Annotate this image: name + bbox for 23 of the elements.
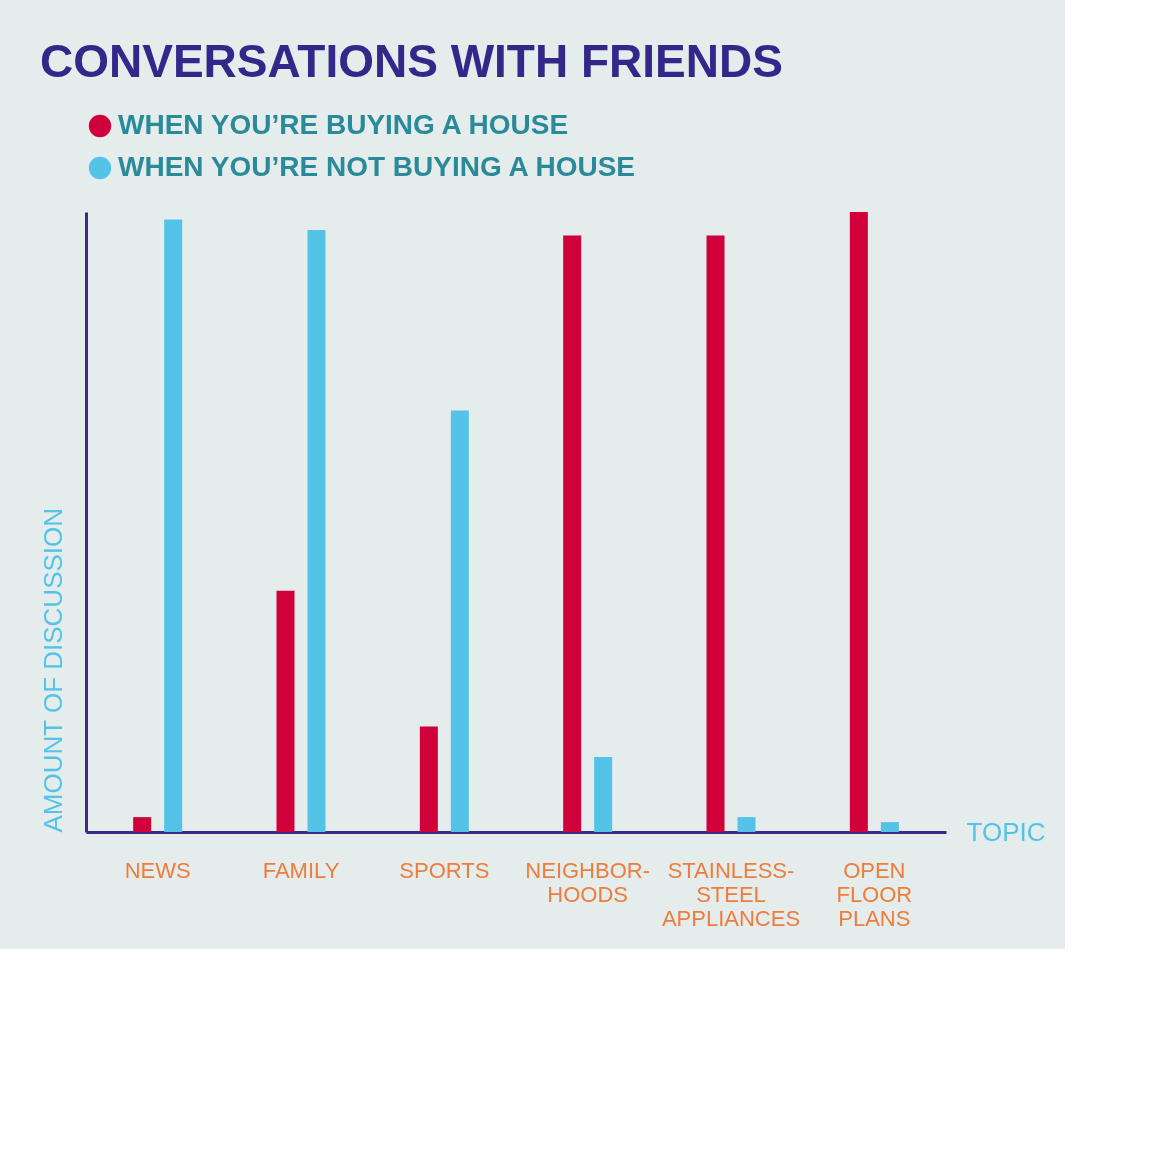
x-axis-title: TOPIC [966,816,1046,847]
bar [307,229,326,832]
bar [276,590,295,832]
x-tick-label: SPORTS [399,857,490,883]
bar [563,235,582,832]
x-tick-label: STAINLESS-STEEL APPLIANCES [661,857,801,931]
bar [706,235,725,832]
bar [133,817,152,832]
bar [737,817,756,832]
bar [164,219,183,832]
y-axis-title: AMOUNT OF DISCUSSION [37,507,68,833]
bar [849,212,868,832]
x-tick-label: NEWS [124,857,191,883]
legend-label: WHEN YOU’RE NOT BUYING A HOUSE [118,151,636,182]
bar [880,822,899,832]
x-tick-label: OPEN FLOOR PLANS [836,857,913,931]
x-tick-label: NEIGHBOR-HOODS [525,857,651,907]
bar [594,756,613,832]
chart-title: CONVERSATIONS WITH FRIENDS [40,35,783,87]
bar [450,410,469,832]
legend-label: WHEN YOU’RE BUYING A HOUSE [118,109,569,140]
x-tick-label: FAMILY [262,857,340,883]
bar [419,726,438,832]
